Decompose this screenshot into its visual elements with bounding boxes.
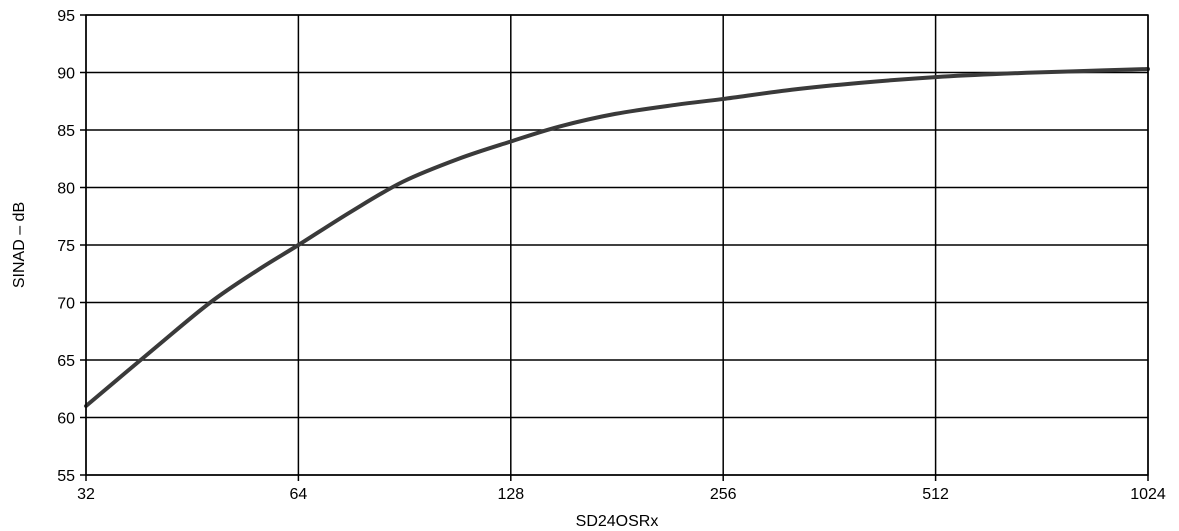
tick-labels: 55 60 65 70 75 80 85 90 95 32 64 128 256 512 1024 — [57, 8, 1166, 503]
x-tick-label: 128 — [497, 486, 524, 503]
x-tick-label: 256 — [710, 486, 737, 503]
x-axis-label: SD24OSRx — [576, 513, 659, 530]
y-tick-label: 90 — [57, 66, 75, 83]
x-tick-label: 512 — [922, 486, 949, 503]
y-tick-label: 70 — [57, 296, 75, 313]
y-tick-label: 75 — [57, 238, 75, 255]
series-line — [84, 67, 1150, 408]
x-tick-label: 64 — [290, 486, 308, 503]
x-tick-label: 32 — [77, 486, 95, 503]
y-tick-label: 95 — [57, 8, 75, 25]
y-tick-label: 55 — [57, 468, 75, 485]
series-layer — [84, 67, 1150, 408]
y-tick-label: 60 — [57, 411, 75, 428]
plot-frame — [85, 14, 1149, 476]
x-tick-label: 1024 — [1130, 486, 1166, 503]
frame-layer — [85, 14, 1149, 476]
y-tick-label: 65 — [57, 353, 75, 370]
y-tick-label: 80 — [57, 181, 75, 198]
y-axis-label: SINAD – dB — [11, 202, 28, 288]
y-tick-label: 85 — [57, 123, 75, 140]
grid — [80, 14, 1149, 481]
